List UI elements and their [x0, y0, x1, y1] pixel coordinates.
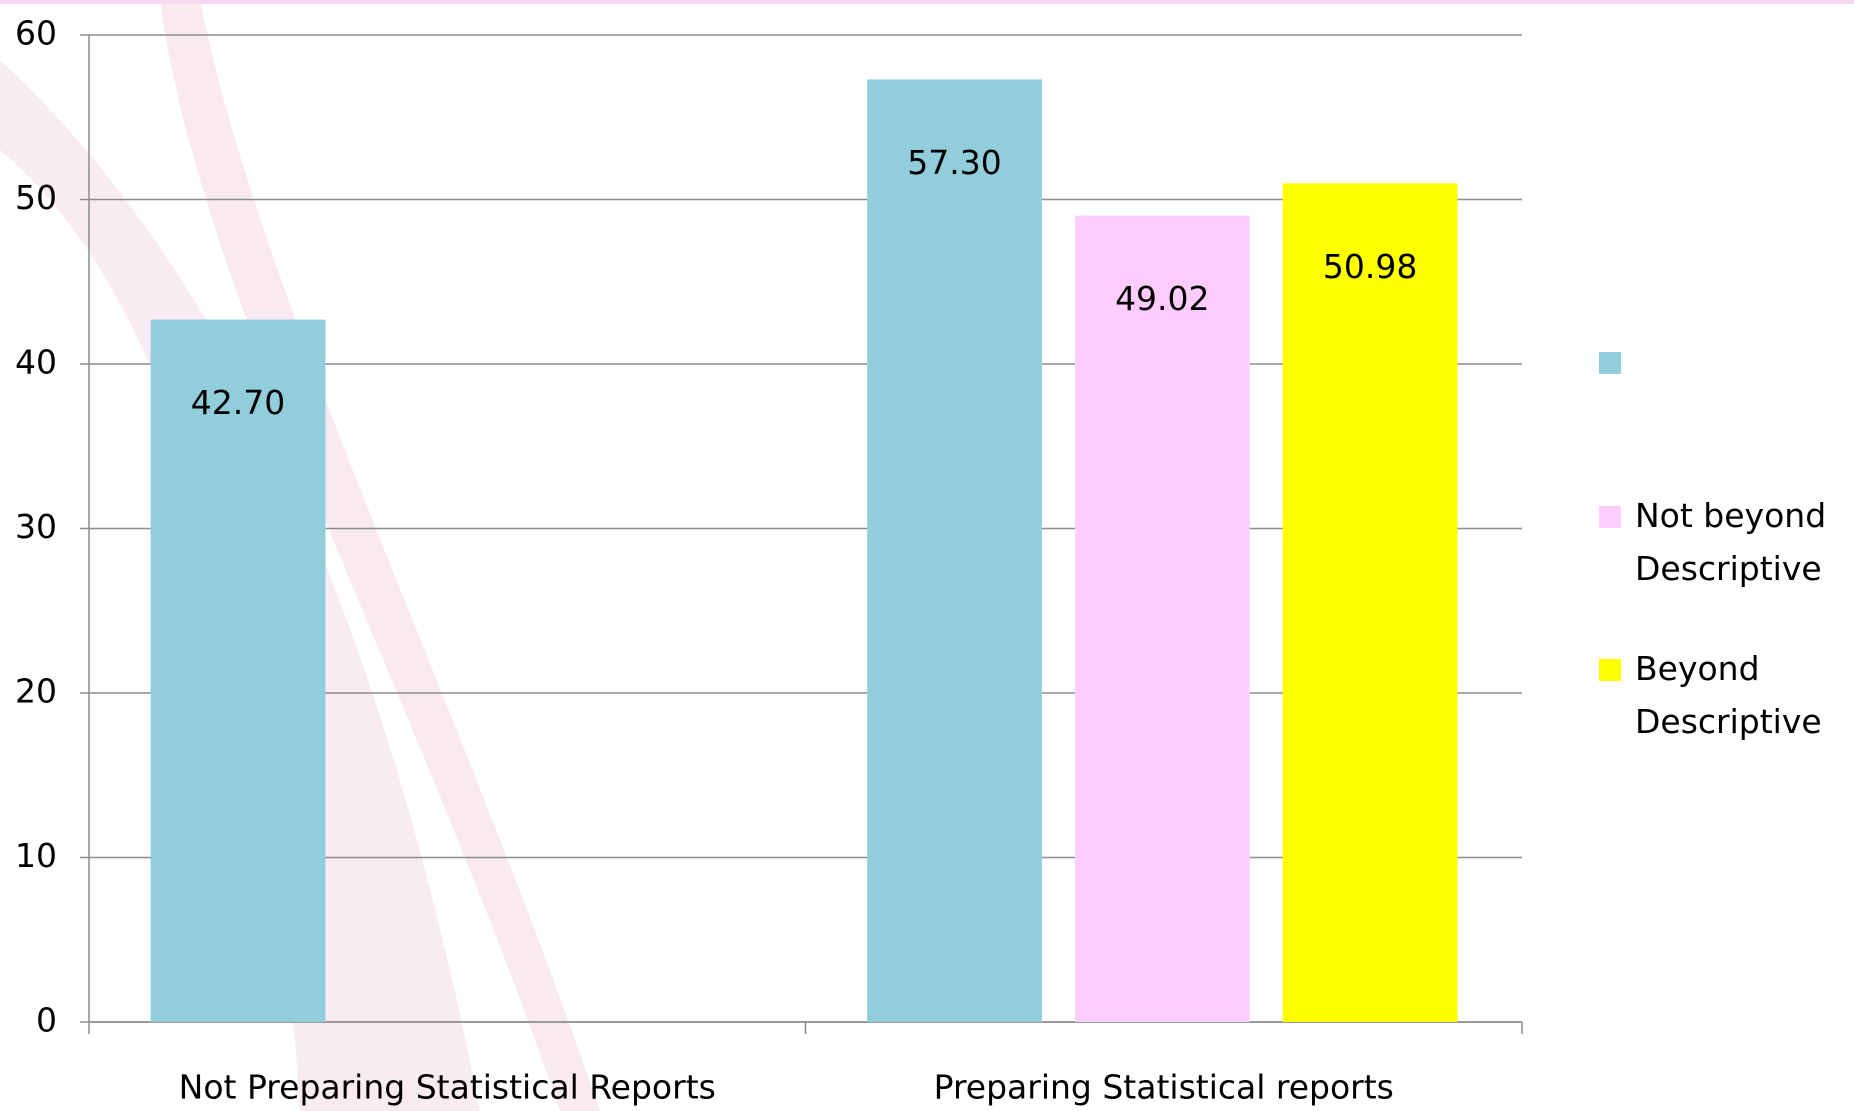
y-tick-label: 10 [15, 836, 57, 875]
y-tick-label: 60 [15, 14, 57, 53]
legend-swatch [1599, 659, 1621, 681]
value-label: 42.70 [191, 383, 285, 422]
bar [1282, 183, 1458, 1022]
bar [1074, 215, 1250, 1023]
top-strip [0, 0, 1854, 4]
x-tick-label: Preparing Statistical reports [934, 1068, 1394, 1107]
value-label: 57.30 [907, 143, 1001, 182]
legend-swatch [1599, 352, 1621, 374]
value-label: 49.02 [1115, 279, 1209, 318]
y-tick-label: 30 [15, 507, 57, 546]
y-tick-label: 50 [15, 178, 57, 217]
legend-label-line: Descriptive [1635, 702, 1822, 741]
y-tick-label: 40 [15, 343, 57, 382]
legend-swatch [1599, 506, 1621, 528]
bar [150, 319, 326, 1023]
legend-label: Beyond Descriptive [1635, 649, 1822, 741]
background-decoration [160, 0, 600, 1111]
legend-label: Not beyond Descriptive [1635, 496, 1826, 588]
legend-label-line: Not beyond [1635, 496, 1826, 535]
legend-label-line: Descriptive [1635, 549, 1822, 588]
bar [867, 79, 1042, 1023]
legend-label-line: Beyond [1635, 649, 1760, 688]
y-tick-label: 20 [15, 672, 57, 711]
value-label: 50.98 [1323, 247, 1417, 286]
x-tick-label: Not Preparing Statistical Reports [179, 1068, 716, 1107]
y-tick-label: 0 [36, 1001, 57, 1040]
